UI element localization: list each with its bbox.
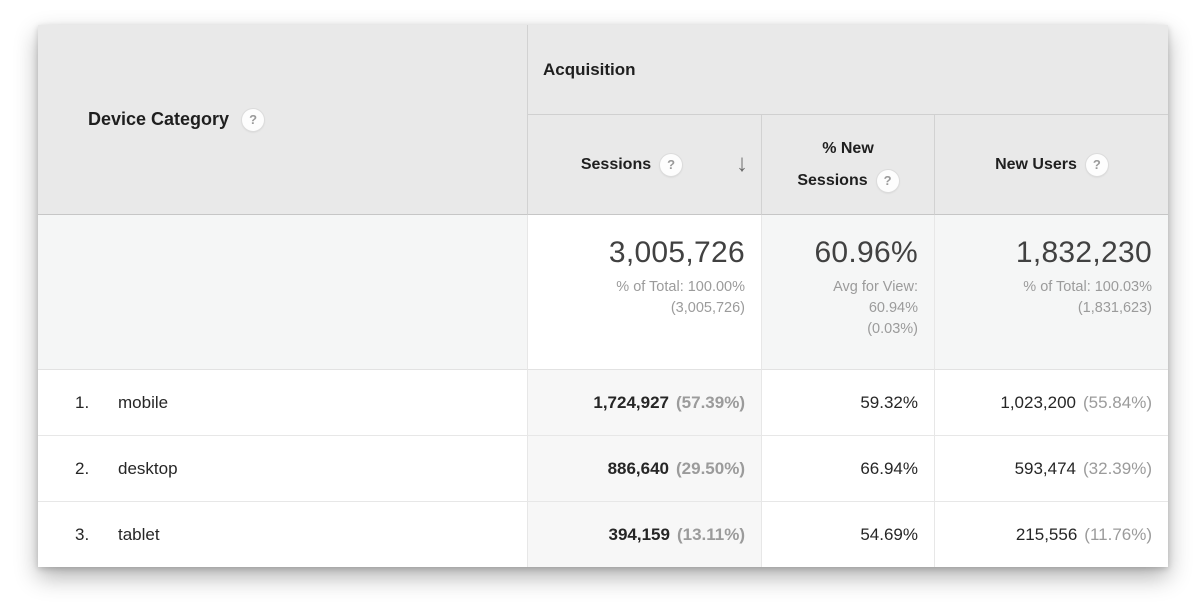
sessions-share: (57.39%)	[676, 392, 745, 412]
sessions-share: (13.11%)	[676, 524, 745, 544]
pct-new-sessions-cell: 59.32%	[762, 370, 935, 436]
totals-pct-new-sessions-cell: 60.96% Avg for View: 60.94% (0.03%)	[762, 215, 935, 370]
totals-sessions-subline2: (3,005,726)	[670, 300, 745, 316]
pct-new-sessions-header-line2: Sessions	[797, 171, 868, 189]
pct-new-sessions-column-header[interactable]: % New Sessions ?	[762, 115, 935, 215]
new-users-cell: 215,556 (11.76%)	[935, 502, 1168, 567]
totals-sessions-subline1: % of Total: 100.00%	[616, 279, 745, 295]
pct-new-sessions-cell: 66.94%	[762, 436, 935, 502]
table-row-dimension: 2. desktop	[38, 436, 528, 502]
totals-pct-new-sessions-value: 60.96%	[814, 236, 918, 269]
new-users-value: 593,474	[1014, 458, 1077, 478]
help-icon[interactable]: ?	[1085, 153, 1108, 176]
new-users-value: 215,556	[1015, 524, 1078, 544]
totals-sessions-cell: 3,005,726 % of Total: 100.00% (3,005,726…	[528, 215, 762, 370]
table-row-dimension: 3. tablet	[38, 502, 528, 567]
sessions-value: 1,724,927	[593, 392, 670, 412]
help-icon[interactable]: ?	[660, 153, 683, 176]
sessions-column-header[interactable]: Sessions ? ↓	[528, 115, 762, 215]
help-icon[interactable]: ?	[242, 108, 265, 131]
device-name: tablet	[118, 524, 160, 544]
sessions-value: 394,159	[608, 524, 670, 544]
pct-new-sessions-value: 54.69%	[860, 524, 918, 544]
row-rank: 3.	[75, 524, 90, 544]
sessions-header-label: Sessions	[580, 155, 652, 173]
analytics-data-table: Device Category ? Acquisition Sessions ?…	[38, 25, 1168, 567]
totals-sessions-value: 3,005,726	[608, 236, 745, 269]
totals-new-users-subline2: (1,831,623)	[1077, 300, 1152, 316]
new-users-header-label: New Users	[995, 155, 1077, 173]
new-users-value: 1,023,200	[1000, 392, 1077, 412]
totals-pct-new-sessions-subline2: 60.94%	[868, 300, 918, 316]
totals-pct-new-sessions-subline3: (0.03%)	[867, 321, 918, 337]
totals-new-users-value: 1,832,230	[1015, 236, 1152, 269]
pct-new-sessions-cell: 54.69%	[762, 502, 935, 567]
totals-pct-new-sessions-subline1: Avg for View:	[833, 279, 918, 295]
acquisition-group-header: Acquisition	[528, 25, 1168, 115]
totals-dimension-cell	[38, 215, 528, 370]
row-rank: 1.	[75, 392, 90, 412]
new-users-share: (55.84%)	[1083, 392, 1152, 412]
pct-new-sessions-value: 59.32%	[860, 392, 918, 412]
new-users-share: (32.39%)	[1083, 458, 1152, 478]
sessions-share: (29.50%)	[676, 458, 745, 478]
new-users-column-header[interactable]: New Users ?	[935, 115, 1168, 215]
pct-new-sessions-value: 66.94%	[860, 458, 918, 478]
acquisition-header-label: Acquisition	[543, 59, 636, 79]
device-category-header-label: Device Category	[88, 109, 230, 129]
sort-descending-icon: ↓	[736, 149, 748, 177]
sessions-cell: 886,640 (29.50%)	[528, 436, 762, 502]
sessions-value: 886,640	[607, 458, 670, 478]
row-rank: 2.	[75, 458, 90, 478]
new-users-cell: 1,023,200 (55.84%)	[935, 370, 1168, 436]
new-users-cell: 593,474 (32.39%)	[935, 436, 1168, 502]
table-row-dimension: 1. mobile	[38, 370, 528, 436]
device-name: mobile	[118, 392, 169, 412]
pct-new-sessions-header-line1: % New	[822, 139, 874, 157]
sessions-cell: 1,724,927 (57.39%)	[528, 370, 762, 436]
help-icon[interactable]: ?	[876, 169, 899, 192]
totals-new-users-subline1: % of Total: 100.03%	[1023, 279, 1152, 295]
sessions-cell: 394,159 (13.11%)	[528, 502, 762, 567]
device-category-column-header: Device Category ?	[38, 25, 528, 215]
new-users-share: (11.76%)	[1084, 524, 1152, 544]
device-name: desktop	[118, 458, 178, 478]
totals-new-users-cell: 1,832,230 % of Total: 100.03% (1,831,623…	[935, 215, 1168, 370]
